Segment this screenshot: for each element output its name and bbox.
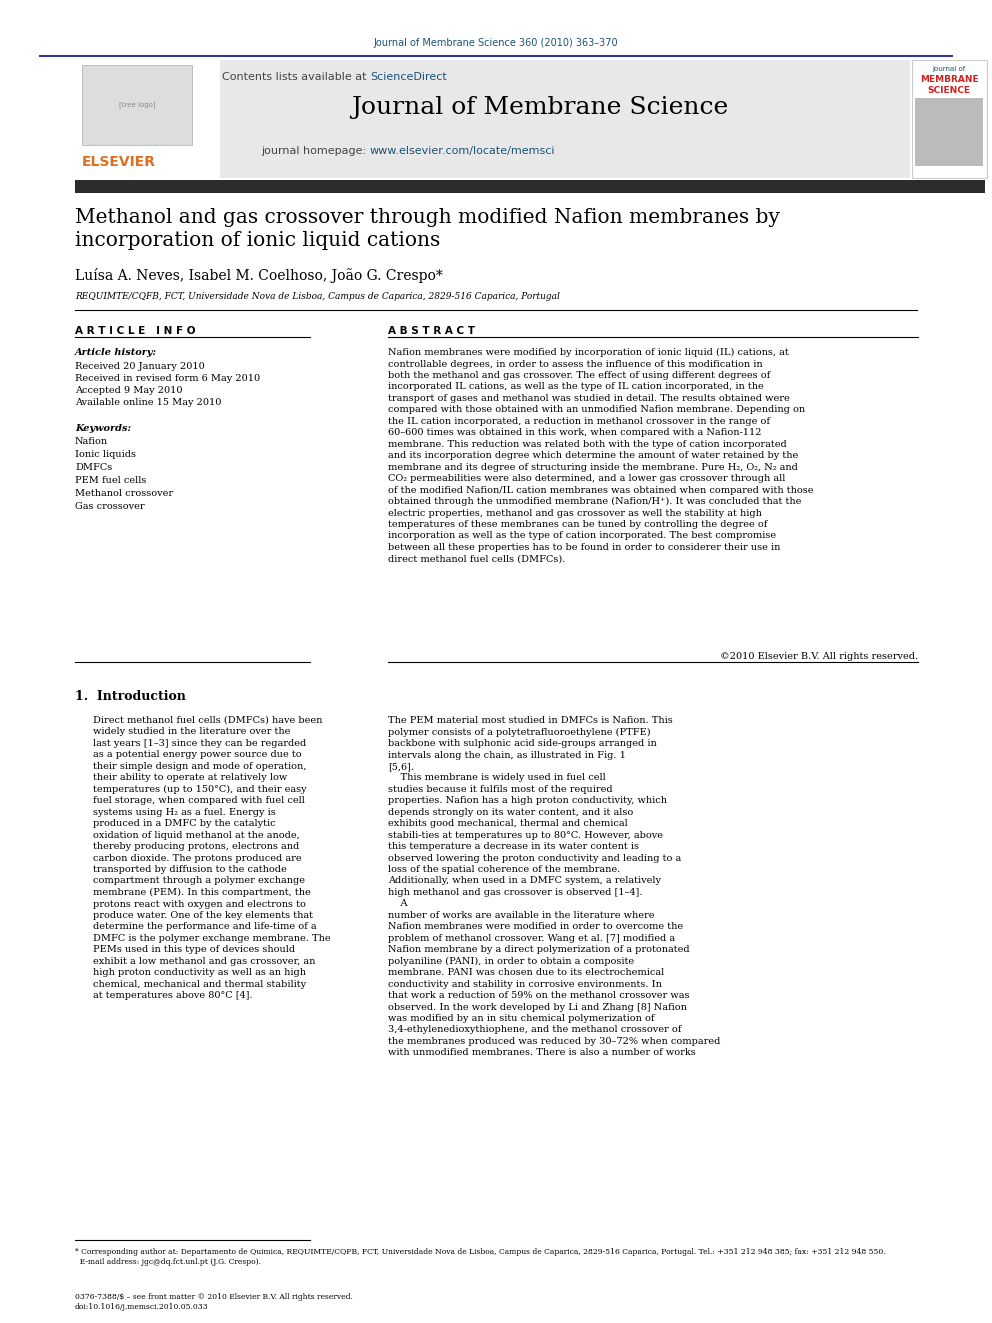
Text: ELSEVIER: ELSEVIER [82,155,156,169]
Text: [tree logo]: [tree logo] [119,102,156,108]
Bar [82,65,192,146]
Text: ©2010 Elsevier B.V. All rights reserved.: ©2010 Elsevier B.V. All rights reserved. [720,652,918,662]
Bar [912,60,987,179]
Text: Journal of Membrane Science 360 (2010) 363–370: Journal of Membrane Science 360 (2010) 3… [374,38,618,48]
Text: ScienceDirect: ScienceDirect [370,71,446,82]
Text: Luísa A. Neves, Isabel M. Coelhoso, João G. Crespo*: Luísa A. Neves, Isabel M. Coelhoso, João… [75,269,442,283]
Text: Accepted 9 May 2010: Accepted 9 May 2010 [75,386,183,396]
Text: PEM fuel cells: PEM fuel cells [75,476,147,486]
Bar [75,60,220,179]
Text: journal of: journal of [932,66,965,71]
Text: Nafion membranes were modified by incorporation of ionic liquid (IL) cations, at: Nafion membranes were modified by incorp… [388,348,813,564]
Text: Direct methanol fuel cells (DMFCs) have been
widely studied in the literature ov: Direct methanol fuel cells (DMFCs) have … [93,716,330,1000]
Text: 0376-7388/$ – see front matter © 2010 Elsevier B.V. All rights reserved.
doi:10.: 0376-7388/$ – see front matter © 2010 El… [75,1293,353,1311]
Text: * Corresponding author at: Departamento de Quimica, REQUIMTE/CQFB, FCT, Universi: * Corresponding author at: Departamento … [75,1248,886,1266]
Text: MEMBRANE: MEMBRANE [920,75,978,83]
Text: Gas crossover: Gas crossover [75,501,145,511]
Text: www.elsevier.com/locate/memsci: www.elsevier.com/locate/memsci [370,146,556,156]
Text: Received in revised form 6 May 2010: Received in revised form 6 May 2010 [75,374,260,382]
Text: Contents lists available at: Contents lists available at [222,71,370,82]
Text: A R T I C L E   I N F O: A R T I C L E I N F O [75,325,195,336]
Text: Methanol crossover: Methanol crossover [75,490,174,497]
Text: 1.  Introduction: 1. Introduction [75,691,186,703]
Text: Journal of Membrane Science: Journal of Membrane Science [351,97,729,119]
Bar [75,60,910,179]
Text: journal homepage:: journal homepage: [261,146,370,156]
Text: Methanol and gas crossover through modified Nafion membranes by
incorporation of: Methanol and gas crossover through modif… [75,208,780,250]
Text: A B S T R A C T: A B S T R A C T [388,325,475,336]
Text: Article history:: Article history: [75,348,157,357]
Text: REQUIMTE/CQFB, FCT, Universidade Nova de Lisboa, Campus de Caparica, 2829-516 Ca: REQUIMTE/CQFB, FCT, Universidade Nova de… [75,292,559,302]
Text: SCIENCE: SCIENCE [928,86,970,95]
Text: The PEM material most studied in DMFCs is Nafion. This
polymer consists of a pol: The PEM material most studied in DMFCs i… [388,716,720,1057]
Bar [915,98,983,165]
Text: DMFCs: DMFCs [75,463,112,472]
Text: Available online 15 May 2010: Available online 15 May 2010 [75,398,221,407]
Text: Received 20 January 2010: Received 20 January 2010 [75,363,204,370]
Text: Keywords:: Keywords: [75,423,131,433]
Text: Ionic liquids: Ionic liquids [75,450,136,459]
Text: Nafion: Nafion [75,437,108,446]
Bar [75,180,985,193]
